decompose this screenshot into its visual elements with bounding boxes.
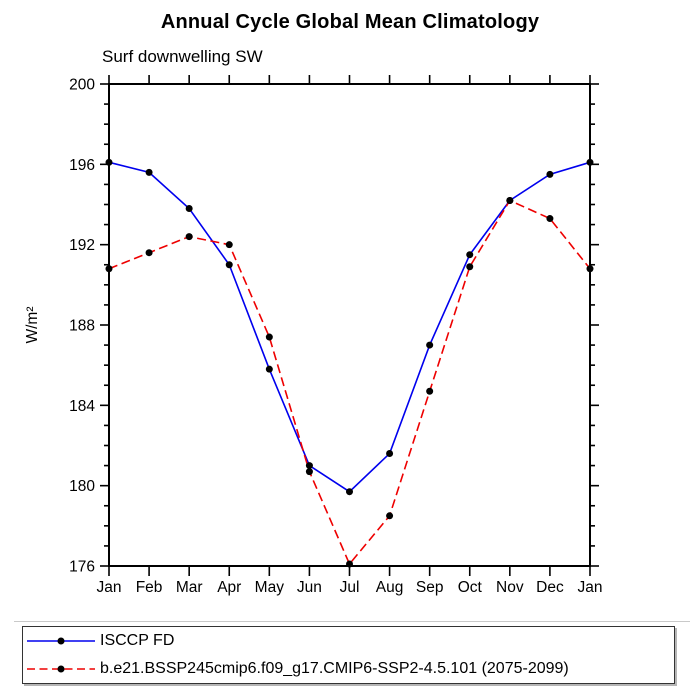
y-tick-label: 192 [69,237,95,254]
data-point-series-1 [546,215,554,223]
legend-line-sample-solid [27,637,95,645]
chart-subtitle: Surf downwelling SW [102,47,263,66]
y-tick-label: 176 [69,559,95,576]
legend-item-isccp-fd: ISCCP FD [23,628,674,654]
data-point-series-0 [386,450,394,458]
data-point-series-1 [265,333,273,341]
x-tick-label: Feb [136,579,163,596]
data-point-series-1 [426,387,434,395]
x-tick-label: Nov [496,579,524,596]
x-tick-label: Aug [376,579,404,596]
x-tick-label: Mar [176,579,203,596]
data-point-series-0 [426,341,434,349]
legend-marker-dot [57,665,65,673]
y-tick-label: 188 [69,318,95,335]
legend: ISCCP FD b.e21.BSSP245cmip6.f09_g17.CMIP… [22,626,675,684]
x-tick-label: May [255,579,285,596]
data-point-series-1 [105,265,113,273]
data-point-series-0 [466,251,474,259]
data-point-series-0 [265,365,273,373]
data-point-series-1 [305,468,313,476]
legend-item-model-run: b.e21.BSSP245cmip6.f09_g17.CMIP6-SSP2-4.… [23,656,674,682]
data-point-series-0 [546,170,554,178]
series-line-1 [108,199,591,566]
divider-line [14,621,690,622]
x-tick-label: Apr [217,579,241,596]
data-point-series-1 [346,560,353,568]
x-tick-label: Sep [416,579,444,596]
data-point-series-1 [586,265,594,273]
data-point-series-0 [145,168,153,176]
data-point-series-1 [185,233,193,241]
x-tick-label: Jul [340,579,360,596]
data-point-series-1 [386,512,394,520]
data-point-series-1 [506,196,514,204]
x-tick-label: Jun [297,579,322,596]
data-point-series-1 [225,241,233,249]
x-tick-label: Jan [578,579,603,596]
legend-marker-dot [57,637,65,645]
x-tick-label: Oct [458,579,483,596]
legend-label-model-run: b.e21.BSSP245cmip6.f09_g17.CMIP6-SSP2-4.… [100,659,569,677]
data-point-series-0 [346,488,353,496]
data-point-series-0 [225,261,233,269]
data-point-series-0 [305,462,313,470]
data-point-series-0 [586,158,594,166]
series-line-0 [108,161,591,493]
data-point-series-0 [185,205,193,213]
data-point-series-1 [466,263,474,271]
line-chart: Jan Feb Mar Apr May Jun Jul Aug Sep Oct Nov Dec Jan1… [24,75,603,596]
y-tick-label: 200 [69,77,95,94]
data-point-series-1 [145,249,153,257]
chart-title: Annual Cycle Global Mean Climatology [160,11,540,33]
y-tick-label: 180 [69,478,95,495]
y-tick-label: 184 [69,398,95,415]
x-tick-label: Jan [97,579,122,596]
y-axis-title: W/m² [24,306,41,343]
legend-line-sample-dashed [27,665,95,673]
legend-label-isccp-fd: ISCCP FD [100,632,175,650]
data-point-series-0 [105,158,113,166]
y-tick-label: 196 [69,157,95,174]
x-tick-label: Dec [536,579,564,596]
